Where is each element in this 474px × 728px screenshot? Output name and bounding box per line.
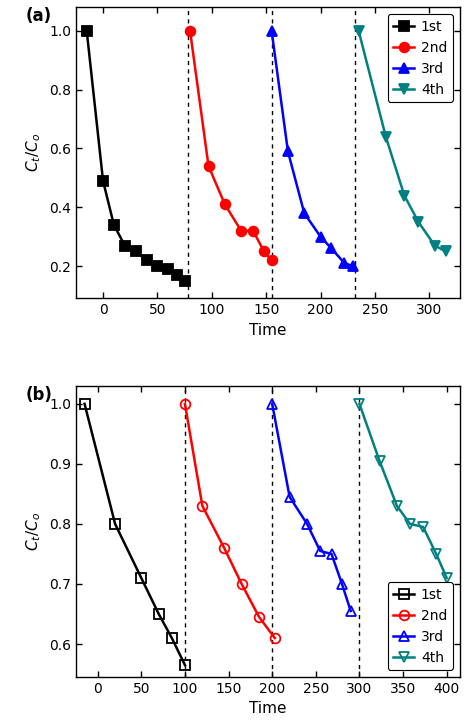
1st xyxy=(165,265,171,274)
1st xyxy=(155,262,160,271)
1st xyxy=(169,633,174,642)
1st xyxy=(100,176,106,185)
4th xyxy=(383,132,389,141)
2nd xyxy=(256,613,262,622)
4th xyxy=(377,456,383,465)
1st xyxy=(111,221,117,229)
4th xyxy=(433,550,439,558)
Line: 2nd: 2nd xyxy=(180,399,280,643)
Line: 2nd: 2nd xyxy=(185,26,276,265)
3rd xyxy=(269,26,274,35)
1st xyxy=(82,400,87,408)
4th xyxy=(444,574,449,582)
Y-axis label: $C_t/C_o$: $C_t/C_o$ xyxy=(25,512,44,551)
3rd xyxy=(317,547,323,555)
4th xyxy=(420,523,426,531)
1st xyxy=(84,26,90,35)
1st xyxy=(182,277,187,285)
1st xyxy=(138,574,144,582)
Line: 3rd: 3rd xyxy=(267,399,356,616)
2nd xyxy=(250,226,256,235)
Y-axis label: $C_t/C_o$: $C_t/C_o$ xyxy=(25,133,44,173)
Legend: 1st, 2nd, 3rd, 4th: 1st, 2nd, 3rd, 4th xyxy=(388,582,453,670)
1st xyxy=(174,271,180,280)
3rd xyxy=(301,209,307,218)
Line: 4th: 4th xyxy=(355,399,452,583)
3rd xyxy=(269,400,275,408)
Line: 4th: 4th xyxy=(354,26,450,256)
1st xyxy=(133,247,138,256)
2nd xyxy=(206,162,211,170)
4th xyxy=(407,520,413,529)
1st xyxy=(182,661,188,670)
2nd xyxy=(269,256,274,264)
2nd xyxy=(187,26,193,35)
2nd xyxy=(239,579,245,588)
3rd xyxy=(285,147,291,156)
2nd xyxy=(261,247,267,256)
Text: (a): (a) xyxy=(26,7,52,25)
4th xyxy=(432,241,438,250)
4th xyxy=(356,26,362,35)
3rd xyxy=(328,550,334,558)
4th xyxy=(416,218,421,226)
1st xyxy=(144,256,149,264)
3rd xyxy=(318,232,323,241)
2nd xyxy=(200,502,205,510)
2nd xyxy=(182,400,188,408)
1st xyxy=(156,609,162,618)
2nd xyxy=(238,226,244,235)
3rd xyxy=(342,259,347,268)
4th xyxy=(394,502,400,510)
4th xyxy=(356,400,362,408)
3rd xyxy=(348,606,354,615)
X-axis label: Time: Time xyxy=(249,323,287,338)
Line: 1st: 1st xyxy=(80,399,190,670)
Line: 1st: 1st xyxy=(82,26,190,285)
1st xyxy=(122,241,128,250)
2nd xyxy=(272,633,278,642)
2nd xyxy=(221,544,227,553)
Text: (b): (b) xyxy=(26,386,53,404)
2nd xyxy=(222,200,228,209)
1st xyxy=(112,520,118,529)
4th xyxy=(401,191,407,200)
4th xyxy=(443,247,448,256)
3rd xyxy=(304,520,310,529)
3rd xyxy=(350,262,356,271)
X-axis label: Time: Time xyxy=(249,702,287,716)
3rd xyxy=(339,579,345,588)
3rd xyxy=(287,493,292,502)
Legend: 1st, 2nd, 3rd, 4th: 1st, 2nd, 3rd, 4th xyxy=(388,15,453,102)
3rd xyxy=(328,244,334,253)
Line: 3rd: 3rd xyxy=(267,26,358,271)
